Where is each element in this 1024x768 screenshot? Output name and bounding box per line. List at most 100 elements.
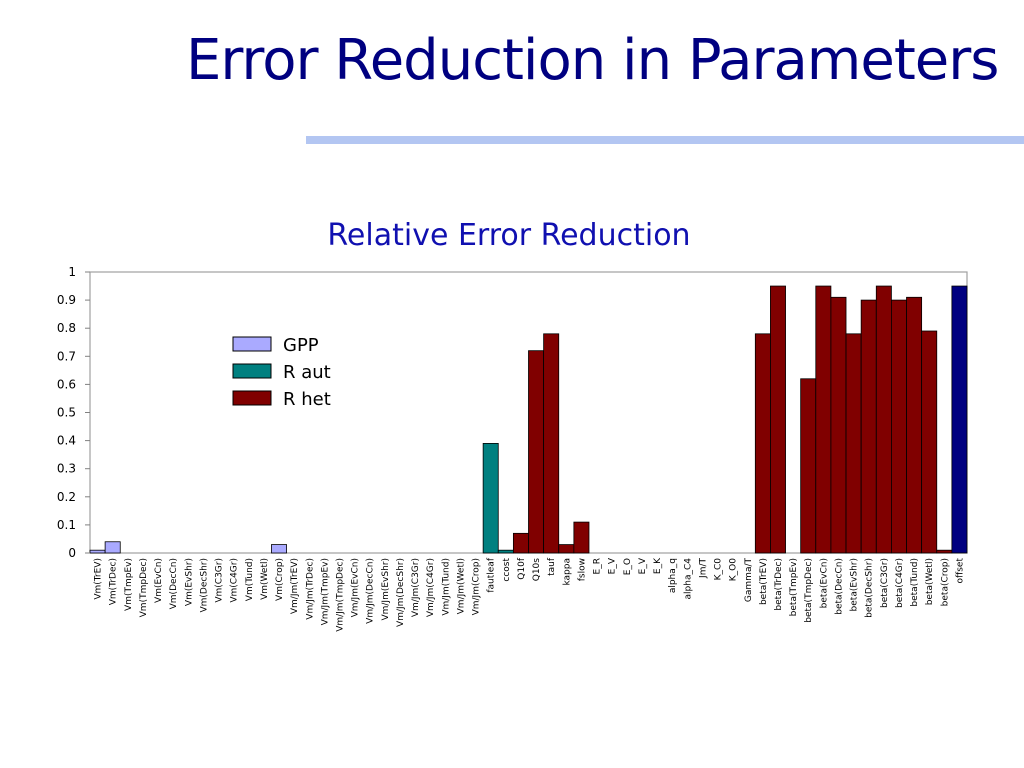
x-tick-label: beta(EvCn): [819, 558, 829, 608]
bar: [875, 285, 892, 554]
x-tick-label: Vm/Jm(Wetl): [456, 558, 466, 614]
bar: [558, 544, 575, 554]
x-tick-label: K_O0: [729, 558, 739, 581]
bar: [271, 544, 287, 554]
legend-swatch: [232, 363, 272, 379]
x-tick-label: beta(C4Gr): [895, 558, 905, 608]
x-axis: Vm(TrEV) Vm(TrDec) Vm(TmpEv) Vm(TmpDec) Vm(E…: [94, 557, 966, 632]
x-tick-label: beta(C3Gr): [880, 558, 890, 608]
bar: [543, 333, 560, 554]
bar: [770, 285, 786, 554]
legend-label: R aut: [283, 362, 331, 383]
x-tick-label: beta(Wetl): [925, 558, 935, 605]
bar: [754, 333, 771, 554]
x-tick-label: Q10f: [517, 557, 527, 580]
y-tick-label: 0: [68, 546, 76, 560]
legend-label: R het: [283, 389, 331, 410]
x-tick-label: beta(EvShr): [850, 558, 860, 611]
x-tick-label: beta(Crop): [940, 558, 950, 606]
bars-group: [89, 285, 968, 554]
x-tick-label: K_C0: [714, 558, 724, 581]
y-tick-label: 0.2: [57, 490, 76, 504]
bar: [830, 296, 847, 554]
bar: [528, 350, 545, 554]
x-tick-label: Vm/Jm(TmpEv): [320, 558, 330, 625]
bar: [89, 549, 106, 554]
bar: [573, 521, 590, 554]
x-tick-label: alpha_C4: [683, 558, 693, 600]
x-tick-label: Vm(TrDec): [109, 558, 119, 605]
y-tick-label: 0.4: [57, 434, 76, 448]
x-tick-label: Vm(DecShr): [199, 558, 209, 612]
x-tick-label: kappa: [562, 558, 572, 586]
x-tick-label: Vm/Jm(EvCn): [351, 558, 361, 617]
y-tick-label: 0.3: [57, 462, 76, 476]
bar: [921, 330, 938, 554]
x-tick-label: fslow: [577, 558, 587, 581]
bar: [906, 296, 923, 554]
x-tick-label: E_K: [653, 557, 663, 574]
chart-title: Relative Error Reduction: [327, 218, 691, 253]
x-tick-label: Vm/Jm(C3Gr): [411, 558, 421, 617]
x-tick-label: alpha_q: [668, 558, 678, 593]
x-tick-label: Vm/Jm(TmpDec): [335, 558, 345, 632]
bar: [800, 378, 817, 554]
x-tick-label: Vm/Jm(EvShr): [381, 558, 391, 621]
bar: [951, 285, 968, 554]
x-tick-label: Vm(C3Gr): [215, 558, 225, 603]
x-tick-label: Vm(TmpEv): [124, 558, 134, 611]
y-tick-label: 0.8: [57, 321, 76, 335]
x-tick-label: E_R: [593, 558, 603, 574]
x-tick-label: beta(DecShr): [865, 558, 875, 618]
y-axis: 0 0.1 0.2 0.3 0.4 0.5 0.6 0.7 0.8 0.9 1: [57, 265, 90, 560]
x-tick-label: E_O: [623, 558, 633, 575]
bar: [845, 333, 862, 554]
y-tick-label: 0.6: [57, 377, 76, 391]
x-tick-label: Vm(C4Gr): [230, 558, 240, 603]
x-tick-label: offset: [955, 558, 965, 584]
x-tick-label: beta(TrEV): [759, 558, 769, 605]
x-tick-label: Vm/Jm(DecCn): [366, 558, 376, 624]
x-tick-label: Vm/Jm(Crop): [472, 558, 482, 615]
x-tick-label: ccost: [502, 558, 512, 582]
x-tick-label: fautleaf: [487, 557, 497, 592]
x-tick-label: E_V: [638, 557, 648, 574]
x-tick-label: beta(TmpDec): [804, 558, 814, 623]
x-tick-label: E_V: [608, 557, 618, 574]
x-tick-label: beta(TrDec): [774, 558, 784, 611]
bar: [497, 549, 514, 554]
bar-chart: 00.10.20.30.40.50.60.70.80.91 Vm(TrEV) Vm…: [57, 265, 968, 632]
x-tick-label: Vm/Jm(Tund): [441, 558, 451, 616]
legend-label: GPP: [283, 335, 319, 356]
x-tick-label: Vm(EvShr): [184, 558, 194, 606]
bar: [815, 285, 832, 554]
x-tick-label: beta(TmpEv): [789, 558, 799, 616]
x-tick-label: beta(DecCn): [834, 558, 844, 615]
x-tick-label: Vm(TrEV): [94, 558, 104, 600]
x-tick-label: Vm(TmpDec): [139, 558, 149, 617]
bar: [891, 299, 907, 554]
x-tick-label: Vm/Jm(TrEV): [290, 558, 300, 614]
y-tick-label: 0.9: [57, 293, 76, 307]
bar: [482, 443, 499, 554]
x-tick-label: Vm/Jm(TrDec): [305, 558, 315, 620]
x-tick-label: Vm(Wetl): [260, 558, 270, 600]
legend-swatch: [232, 390, 272, 406]
title-underline: [306, 136, 1024, 144]
x-tick-label: beta(Tund): [910, 558, 920, 607]
bar: [860, 299, 877, 554]
bar: [936, 549, 953, 554]
bar: [104, 541, 121, 554]
legend-swatch: [232, 336, 272, 352]
x-tick-label: Gamma/T: [744, 558, 754, 603]
x-tick-label: tauf: [547, 557, 557, 576]
x-tick-label: Vm/Jm(C4Gr): [426, 558, 436, 617]
y-tick-label: 0.1: [57, 518, 76, 532]
y-tick-label: 0.5: [57, 406, 76, 420]
x-tick-label: Vm(Crop): [275, 558, 285, 601]
legend: GPP R aut R het: [232, 335, 331, 410]
slide-title: Error Reduction in Parameters: [186, 28, 999, 93]
x-tick-label: Vm(Tund): [245, 558, 255, 601]
x-tick-label: Jm/T: [698, 557, 708, 578]
y-tick-label: 1: [68, 265, 76, 279]
